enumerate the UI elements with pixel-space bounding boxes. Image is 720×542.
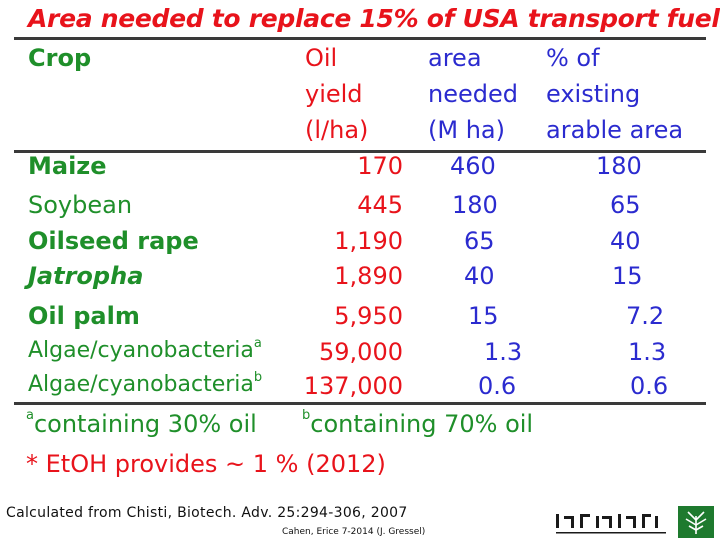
top-divider	[14, 37, 706, 40]
header-area-line2: needed	[428, 80, 518, 108]
yield-algae-b: 137,000	[303, 372, 403, 400]
percent-algae-a: 1.3	[628, 338, 667, 366]
header-oil-yield-line1: Oil	[305, 44, 338, 72]
percent-maize: 180	[596, 152, 642, 180]
header-area-line3: (M ha)	[428, 116, 505, 144]
yield-maize: 170	[357, 152, 403, 180]
header-oil-yield-line3: (l/ha)	[305, 116, 369, 144]
area-soybean: 180	[452, 191, 498, 219]
crop-maize: Maize	[28, 152, 107, 180]
footnote-a-text: containing 30% oil	[33, 410, 257, 438]
header-percent-line3: arable area	[546, 116, 684, 144]
ethanol-note: * EtOH provides ~ 1 % (2012)	[26, 450, 386, 478]
footnote-mark-b: b	[253, 370, 263, 385]
header-percent-line2: existing	[546, 80, 641, 108]
crop-soybean: Soybean	[28, 191, 133, 219]
crop-algae-b: Algae/cyanobacteriab	[28, 370, 263, 397]
crop-oil-palm: Oil palm	[28, 302, 140, 330]
yield-oilseed-rape: 1,190	[334, 227, 403, 255]
footnote-mark-a: a	[253, 336, 262, 351]
area-algae-b: 0.6	[478, 372, 517, 400]
citation: Calculated from Chisti, Biotech. Adv. 25…	[6, 505, 408, 521]
header-crop: Crop	[28, 44, 92, 72]
header-percent-arable: % of existing arable area	[546, 40, 683, 148]
percent-oil-palm: 7.2	[626, 302, 665, 330]
crop-jatropha: Jatropha	[28, 262, 144, 290]
yield-jatropha: 1,890	[334, 262, 403, 290]
weizmann-institute-logo-icon	[552, 506, 716, 538]
area-jatropha: 40	[464, 262, 495, 290]
footnote-a: acontaining 30% oil	[26, 408, 257, 438]
header-percent-line1: % of	[546, 44, 600, 72]
area-maize: 460	[450, 152, 496, 180]
area-oilseed-rape: 65	[464, 227, 495, 255]
footnote-b-mark: b	[302, 408, 311, 423]
percent-soybean: 65	[610, 191, 641, 219]
area-algae-a: 1.3	[484, 338, 523, 366]
area-oil-palm: 15	[468, 302, 499, 330]
yield-oil-palm: 5,950	[334, 302, 403, 330]
footnote-b-text: containing 70% oil	[310, 410, 534, 438]
percent-oilseed-rape: 40	[610, 227, 641, 255]
percent-algae-b: 0.6	[630, 372, 669, 400]
header-area-line1: area	[428, 44, 482, 72]
crop-algae-a-label: Algae/cyanobacteria	[28, 338, 254, 363]
slide-title: Area needed to replace 15% of USA transp…	[28, 4, 720, 33]
percent-jatropha: 15	[612, 262, 643, 290]
crop-algae-b-label: Algae/cyanobacteria	[28, 372, 254, 397]
header-oil-yield: Oil yield (l/ha)	[305, 40, 368, 148]
crop-oilseed-rape: Oilseed rape	[28, 227, 199, 255]
header-oil-yield-line2: yield	[305, 80, 363, 108]
header-divider	[14, 150, 706, 153]
header-area-needed: area needed (M ha)	[428, 40, 518, 148]
footnote-b: bcontaining 70% oil	[302, 408, 534, 438]
crop-algae-a: Algae/cyanobacteriaa	[28, 336, 262, 363]
footer-divider	[14, 402, 706, 405]
yield-soybean: 445	[357, 191, 403, 219]
footnote-a-mark: a	[26, 408, 34, 423]
yield-algae-a: 59,000	[319, 338, 403, 366]
credit: Cahen, Erice 7-2014 (J. Gressel)	[282, 527, 426, 537]
